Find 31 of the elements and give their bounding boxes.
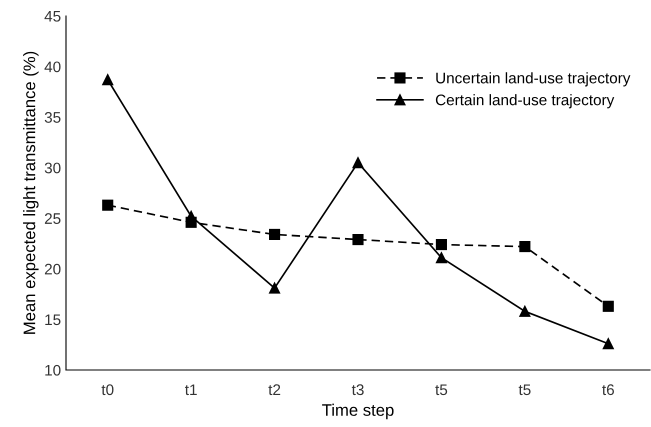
point <box>602 300 614 312</box>
y-tick-label: 30 <box>44 162 61 174</box>
point <box>352 234 364 246</box>
y-tick-label: 25 <box>44 213 60 224</box>
point <box>436 252 447 264</box>
point <box>519 306 530 317</box>
point <box>436 239 447 250</box>
y-tick-label: 35 <box>44 112 60 123</box>
point <box>102 74 114 86</box>
x-tick-label: t5 <box>518 384 531 396</box>
point <box>102 200 114 211</box>
point <box>352 157 364 168</box>
x-tick-label: t5 <box>435 384 448 396</box>
y-tick-label: 10 <box>45 364 61 376</box>
point <box>269 228 280 240</box>
point <box>519 241 530 252</box>
y-tick-label: 20 <box>44 264 61 275</box>
y-axis-title: Mean expected light transmittance (%) <box>23 52 39 334</box>
x-tick-label: t6 <box>602 384 614 396</box>
x-axis-title: Time step <box>322 404 394 420</box>
x-tick-label: t2 <box>268 384 280 396</box>
y-tick-label: 45 <box>44 11 60 22</box>
x-tick-label: t3 <box>352 384 364 396</box>
point <box>269 282 280 294</box>
y-tick-label: 40 <box>44 61 61 72</box>
x-tick-label: t1 <box>185 384 197 396</box>
x-tick-label: t0 <box>102 384 114 396</box>
point <box>602 338 614 350</box>
legend-label: Uncertain land-use trajectory <box>436 72 630 86</box>
y-tick-label: 15 <box>45 314 60 326</box>
legend-label: Certain land-use trajectory <box>436 94 614 108</box>
